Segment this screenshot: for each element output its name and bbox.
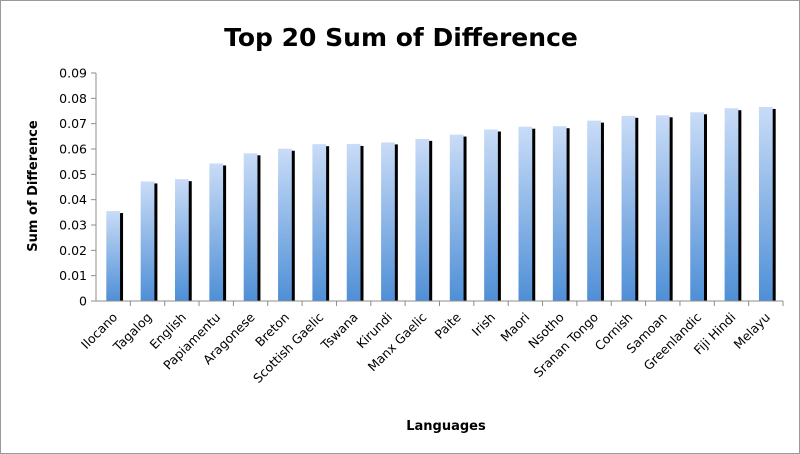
- bar-series: [106, 106, 776, 302]
- y-tick-label: 0.09: [59, 66, 87, 81]
- bar: [518, 126, 533, 301]
- y-axis: 0 0.01 0.02 0.03 0.04 0.05 0.06 0.07 0.08 0.09: [59, 66, 97, 309]
- x-axis-title: Languages: [406, 419, 486, 434]
- x-axis: IlocanoTagalogEnglishPapiamentuAragonese…: [78, 300, 784, 386]
- chart-title: Top 20 Sum of Difference: [224, 23, 578, 52]
- x-tick-label: Irish: [469, 310, 499, 340]
- bar: [175, 179, 189, 301]
- bar: [278, 148, 292, 301]
- bar: [758, 106, 773, 302]
- y-tick-label: 0.02: [59, 243, 87, 258]
- y-tick-label: 0: [79, 294, 87, 309]
- bar: [243, 153, 258, 301]
- bar: [209, 163, 224, 301]
- x-tick-label: Paite: [431, 309, 464, 342]
- y-tick-label: 0.07: [59, 116, 87, 131]
- bar: [449, 134, 464, 301]
- bar: [381, 142, 395, 301]
- y-axis-title: Sum of Difference: [26, 120, 41, 252]
- bar: [690, 112, 704, 302]
- bar: [106, 211, 121, 301]
- x-tick-label: Tswana: [317, 310, 361, 354]
- bar: [312, 144, 327, 301]
- bar: [621, 115, 636, 302]
- bar: [484, 129, 498, 301]
- y-tick-label: 0.06: [59, 142, 87, 157]
- y-tick-label: 0.03: [59, 218, 87, 233]
- bar: [655, 115, 670, 301]
- y-tick-label: 0.01: [59, 268, 87, 283]
- bar: [552, 126, 567, 301]
- bar: [724, 108, 739, 301]
- y-tick-label: 0.04: [59, 192, 87, 207]
- bar: [346, 143, 361, 301]
- bar: [140, 181, 155, 301]
- bar: [415, 138, 430, 301]
- y-tick-label: 0.08: [59, 91, 87, 106]
- x-tick-label: Melayu: [731, 310, 773, 352]
- bar: [587, 120, 601, 301]
- y-tick-label: 0.05: [59, 167, 87, 182]
